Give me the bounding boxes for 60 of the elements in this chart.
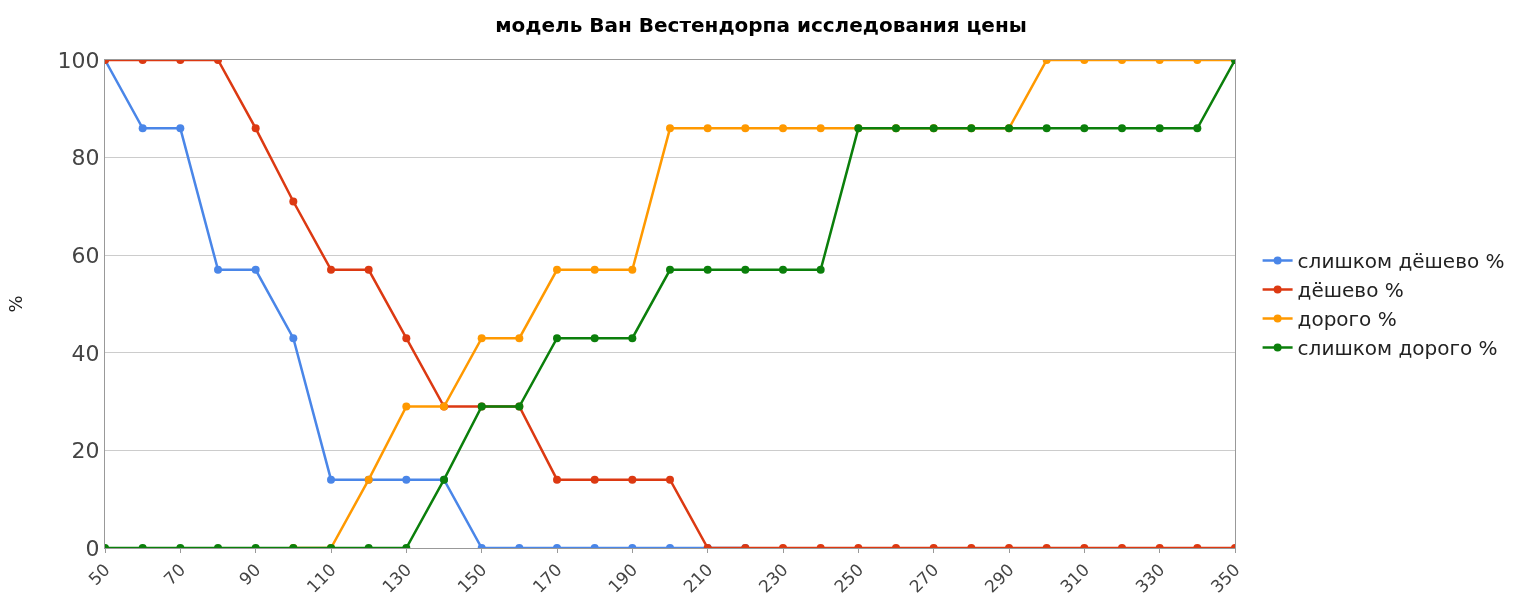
point: [327, 475, 335, 484]
point: [590, 265, 599, 274]
x-tick-label: 50: [84, 559, 114, 590]
point: [214, 265, 222, 274]
point: [553, 334, 561, 343]
x-tick-label: 190: [604, 559, 642, 597]
point: [553, 265, 561, 274]
point: [590, 475, 599, 484]
y-tick-label: 20: [71, 438, 100, 464]
x-tick-label: 90: [235, 559, 265, 590]
point: [1042, 124, 1051, 133]
point: [402, 334, 411, 343]
point: [741, 265, 750, 274]
x-tick-label: 170: [528, 559, 566, 597]
point: [327, 265, 335, 274]
point: [666, 124, 674, 133]
point: [402, 475, 411, 484]
point: [741, 124, 750, 133]
x-tick-label: 70: [159, 559, 190, 590]
point: [515, 334, 524, 343]
legend-label: дорого %: [1297, 307, 1397, 332]
point: [703, 124, 712, 133]
x-tick-label: 150: [453, 559, 491, 597]
x-tick-label: 130: [378, 559, 416, 597]
point: [138, 124, 147, 133]
point: [289, 334, 298, 343]
y-tick-label: 60: [71, 242, 100, 268]
legend-label: слишком дёшево %: [1297, 249, 1505, 274]
y-axis-title: %: [4, 295, 26, 313]
point: [590, 334, 599, 343]
legend-label: слишком дорого %: [1297, 336, 1498, 361]
point: [1193, 124, 1202, 133]
point: [779, 124, 787, 133]
point: [666, 265, 674, 274]
point: [364, 265, 373, 274]
point: [816, 124, 825, 133]
point: [703, 265, 712, 274]
y-tick-label: 80: [71, 145, 100, 171]
y-tick-label: 0: [85, 535, 100, 561]
point: [251, 265, 260, 274]
point: [477, 334, 486, 343]
point: [628, 265, 637, 274]
chart-title: модель Ван Вестендорпа исследования цены: [495, 13, 1027, 38]
point: [1155, 124, 1164, 133]
point: [1080, 124, 1089, 133]
point: [628, 334, 637, 343]
point: [628, 475, 637, 484]
point: [176, 124, 185, 133]
x-tick-label: 110: [302, 559, 340, 597]
point: [402, 402, 411, 411]
point: [251, 124, 260, 133]
point: [816, 265, 825, 274]
point: [1118, 124, 1126, 133]
point: [553, 475, 561, 484]
y-tick-label: 40: [71, 340, 100, 366]
point: [289, 197, 298, 206]
point: [779, 265, 787, 274]
point: [666, 475, 674, 484]
legend-label: дёшево %: [1297, 278, 1404, 303]
y-tick-label: 100: [57, 47, 100, 73]
